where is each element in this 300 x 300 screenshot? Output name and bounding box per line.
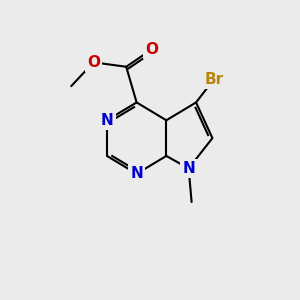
Text: O: O (145, 42, 158, 57)
Text: N: N (182, 161, 195, 176)
Text: N: N (100, 113, 113, 128)
Text: Br: Br (204, 72, 224, 87)
Text: N: N (130, 166, 143, 181)
Text: O: O (87, 55, 100, 70)
